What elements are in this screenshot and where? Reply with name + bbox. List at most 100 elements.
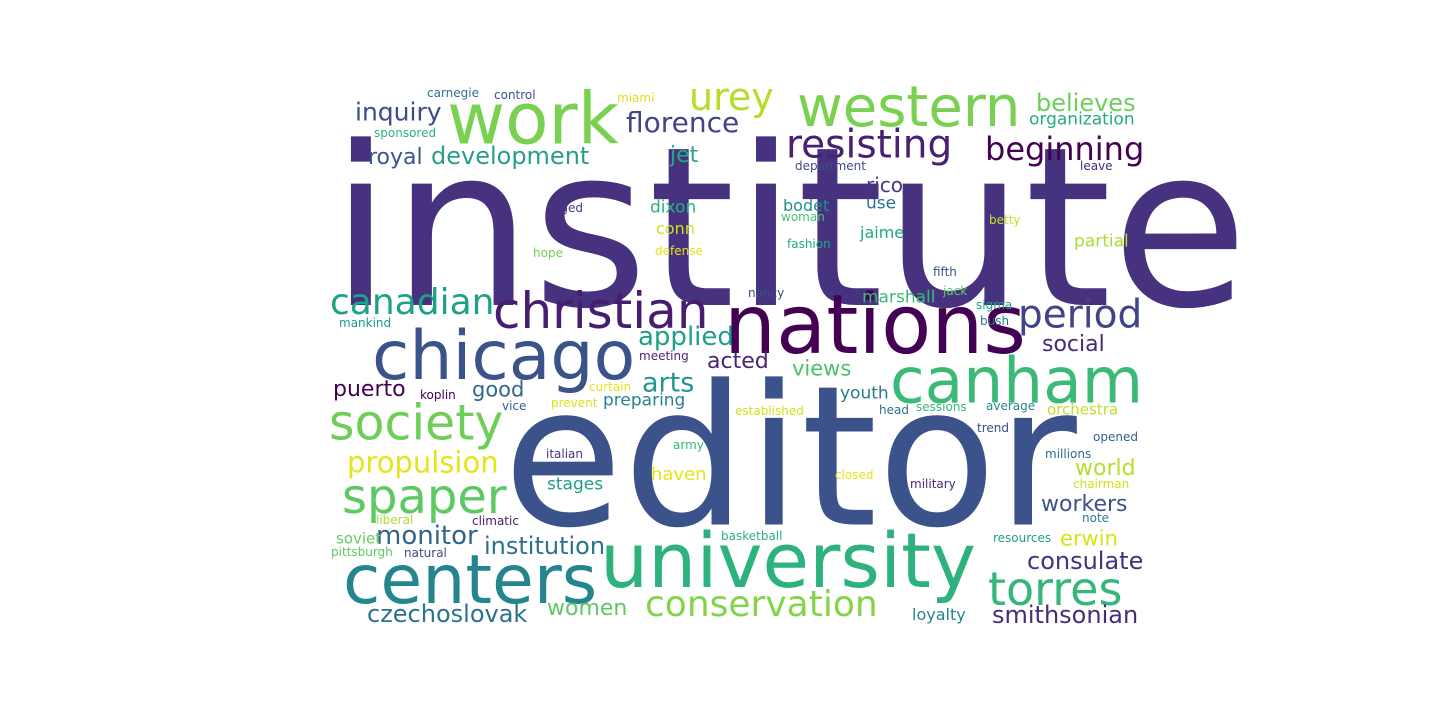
word-spaper: spaper (342, 469, 507, 525)
word-stages: stages (547, 474, 604, 495)
word-bodet: bodet (783, 196, 830, 215)
word-conservation: conservation (645, 584, 878, 625)
word-world: world (1075, 456, 1136, 481)
word-liberal: liberal (376, 513, 414, 527)
word-prevent: prevent (551, 396, 598, 410)
word-vice: vice (502, 399, 527, 413)
word-monitor: monitor (376, 521, 478, 551)
word-pittsburgh: pittsburgh (331, 545, 393, 559)
word-fashion: fashion (787, 237, 831, 251)
word-women: women (547, 596, 628, 621)
word-canham: canham (890, 344, 1144, 418)
word-jaime: jaime (860, 223, 905, 242)
word-leave: leave (1080, 159, 1113, 173)
word-resisting: resisting (786, 122, 953, 168)
word-natural: natural (404, 546, 447, 560)
word-preparing: preparing (603, 390, 686, 411)
word-head: head (879, 403, 909, 417)
word-work: work (447, 77, 619, 161)
word-department: department (795, 159, 866, 173)
word-inquiry: inquiry (355, 97, 442, 127)
word-use: use (866, 193, 897, 214)
word-loyalty: loyalty (912, 605, 966, 624)
word-military: military (910, 477, 956, 491)
word-army: army (673, 438, 704, 452)
word-trend: trend (977, 421, 1009, 435)
word-believes: believes (1036, 89, 1136, 117)
word-dixon: dixon (650, 197, 697, 218)
word-arts: arts (642, 367, 695, 399)
word-partial: partial (1074, 231, 1129, 252)
word-good: good (472, 377, 525, 402)
word-workers: workers (1041, 492, 1128, 517)
word-urged: urged (548, 201, 583, 215)
word-editor: editor (503, 343, 1077, 571)
word-applied: applied (638, 322, 734, 352)
word-development: development (431, 142, 590, 170)
word-torres: torres (988, 562, 1123, 616)
word-university: university (600, 516, 976, 605)
word-social: social (1042, 332, 1105, 357)
word-fifth: fifth (933, 265, 957, 279)
word-views: views (792, 356, 852, 381)
word-haven: haven (651, 464, 707, 485)
word-resources: resources (993, 531, 1052, 545)
word-canadian: canadian (330, 282, 495, 323)
word-smithsonian: smithsonian (992, 601, 1139, 629)
word-chicago: chicago (372, 317, 636, 396)
word-climatic: climatic (472, 514, 519, 528)
word-basketball: basketball (721, 529, 783, 543)
word-miami: miami (617, 91, 655, 105)
word-youth: youth (840, 383, 889, 404)
word-meeting: meeting (639, 349, 689, 363)
word-erwin: erwin (1060, 526, 1118, 551)
word-mankind: mankind (339, 316, 392, 330)
word-betty: betty (989, 213, 1021, 227)
word-control: control (494, 88, 536, 102)
word-czechoslovak: czechoslovak (367, 600, 528, 628)
word-sigma: sigma (976, 298, 1013, 312)
word-florence: florence (626, 106, 740, 139)
word-acted: acted (707, 349, 769, 374)
word-consulate: consulate (1027, 547, 1144, 575)
word-opened: opened (1093, 430, 1138, 444)
word-closed: closed (835, 468, 874, 482)
word-marshall: marshall (862, 287, 936, 308)
word-note: note (1082, 511, 1110, 525)
word-jack: jack (943, 284, 968, 298)
word-chairman: chairman (1073, 477, 1130, 491)
word-period: period (1018, 292, 1143, 338)
word-beginning: beginning (985, 130, 1145, 168)
word-conn: conn (656, 219, 695, 238)
word-millions: millions (1045, 447, 1092, 461)
word-rico: rico (866, 173, 904, 197)
word-sponsored: sponsored (374, 126, 437, 140)
word-hope: hope (533, 246, 563, 260)
word-carnegie: carnegie (427, 86, 479, 100)
word-propulsion: propulsion (347, 445, 499, 480)
word-average: average (986, 399, 1036, 413)
word-puerto: puerto (333, 377, 406, 402)
word-soviet: soviet (336, 529, 382, 548)
word-italian: italian (546, 447, 584, 461)
word-royal: royal (368, 145, 423, 170)
word-bush: bush (980, 314, 1010, 328)
word-koplin: koplin (420, 388, 456, 402)
word-centers: centers (343, 541, 598, 620)
word-sessions: sessions (916, 400, 967, 414)
word-society: society (329, 394, 504, 452)
word-curtain: curtain (589, 380, 632, 394)
word-urey: urey (689, 75, 774, 119)
word-established: established (735, 404, 804, 418)
word-jet: jet (670, 143, 699, 168)
word-nancy: nancy (748, 286, 785, 300)
word-christian: christian (493, 282, 709, 340)
word-nations: nations (724, 278, 1027, 373)
word-woman: woman (781, 210, 825, 224)
word-western: western (797, 75, 1021, 140)
word-institute: institute (330, 100, 1249, 358)
word-defense: defense (655, 244, 703, 258)
word-organization: organization (1029, 109, 1135, 130)
word-orchestra: orchestra (1047, 400, 1119, 419)
